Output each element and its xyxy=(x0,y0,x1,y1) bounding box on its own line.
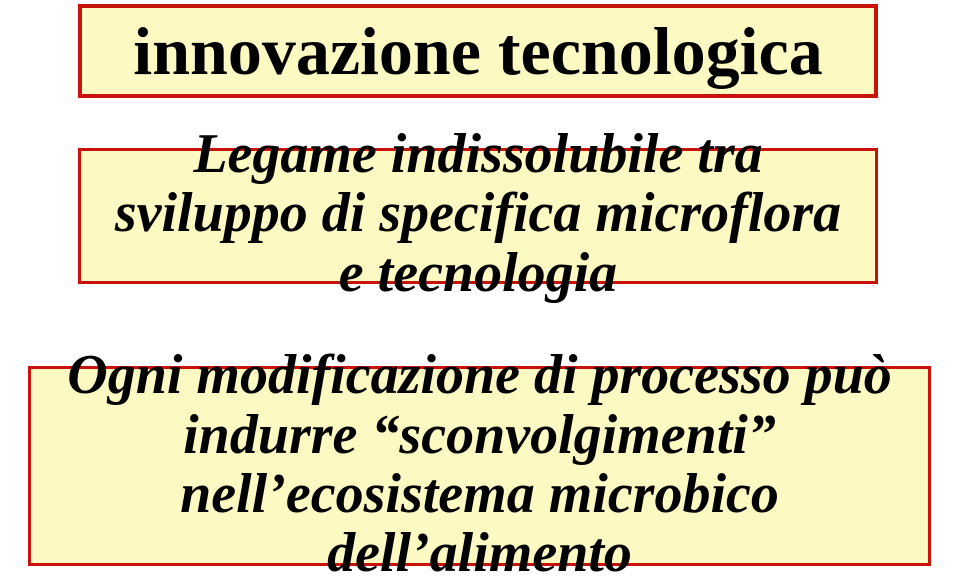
title-box: innovazione tecnologica xyxy=(78,4,878,98)
bottom-text: Ogni modificazione di processo può indur… xyxy=(55,346,904,583)
bottom-box: Ogni modificazione di processo può indur… xyxy=(28,366,931,566)
title-text: innovazione tecnologica xyxy=(133,17,822,85)
middle-box: Legame indissolubile tra sviluppo di spe… xyxy=(78,148,878,284)
middle-text: Legame indissolubile tra sviluppo di spe… xyxy=(101,125,855,303)
slide: innovazione tecnologica Legame indissolu… xyxy=(0,0,959,580)
